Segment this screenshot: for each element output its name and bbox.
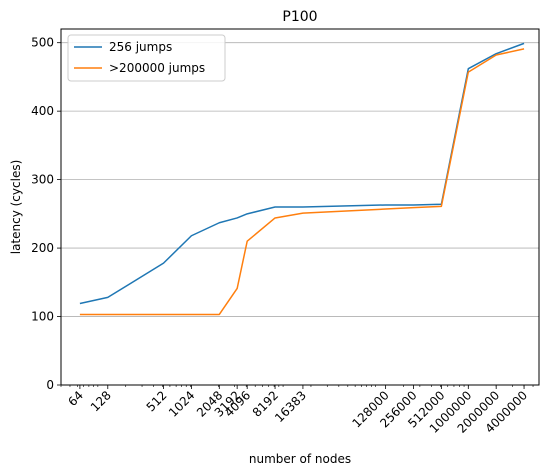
legend: 256 jumps >200000 jumps: [67, 34, 226, 82]
chart-title: P100: [282, 9, 317, 25]
y-tick-label: 500: [31, 36, 54, 50]
y-axis: 0 100 200 300 400 500: [31, 36, 61, 392]
x-tick-label: 4096: [222, 388, 253, 419]
legend-box: [67, 34, 226, 82]
y-axis-title: latency (cycles): [9, 160, 23, 255]
series-layer: [79, 42, 525, 316]
x-tick-label: 16383: [272, 388, 309, 425]
y-tick-label: 0: [46, 378, 54, 392]
y-tick-label: 100: [31, 310, 54, 324]
x-tick-label: 1024: [166, 388, 197, 419]
legend-label-1: 256 jumps: [109, 40, 172, 54]
plot-frame: [60, 28, 540, 386]
legend-label-2: >200000 jumps: [109, 61, 205, 75]
y-tick-label: 200: [31, 241, 54, 255]
y-tick-label: 300: [31, 173, 54, 187]
x-tick-label: 128: [88, 388, 114, 414]
x-axis-title: number of nodes: [249, 452, 351, 466]
x-tick-label: 64: [65, 388, 86, 409]
series-line-2: [79, 48, 525, 316]
y-tick-label: 400: [31, 104, 54, 118]
